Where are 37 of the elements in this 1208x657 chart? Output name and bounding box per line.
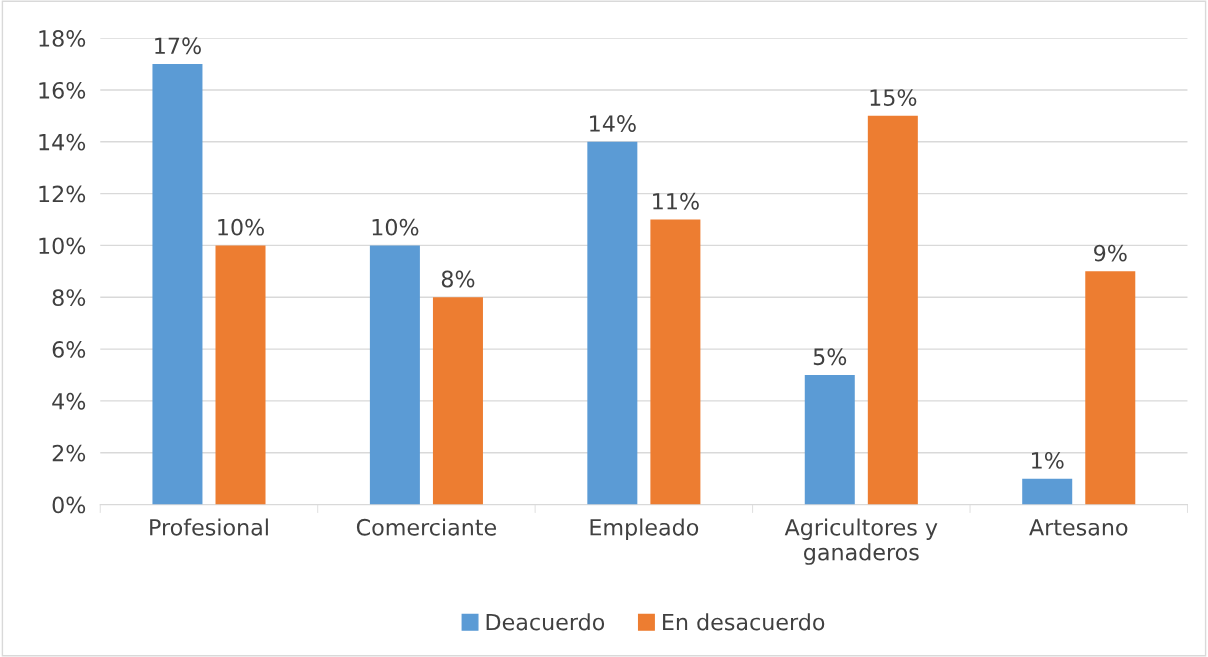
y-tick-label: 8% — [52, 289, 86, 307]
x-tick-label: Profesional — [150, 518, 268, 536]
data-label: 15% — [870, 89, 917, 106]
y-tick-label: 18% — [39, 30, 86, 47]
data-label: 17% — [155, 37, 201, 55]
y-tick-label: 12% — [39, 185, 86, 203]
data-label: 10% — [218, 218, 264, 236]
x-tick-label: Artesano — [1029, 519, 1128, 536]
data-label: 1% — [1032, 451, 1064, 469]
data-label: 14% — [590, 115, 636, 132]
bar — [1022, 478, 1073, 505]
data-label: 10% — [372, 218, 419, 236]
data-label: 9% — [1094, 244, 1127, 262]
y-tick-label: 6% — [52, 341, 86, 358]
legend-label: En desacuerdo — [663, 613, 825, 631]
y-tick-label: 2% — [52, 444, 86, 462]
legend-label: Deacuerdo — [486, 613, 605, 631]
bar — [867, 115, 918, 505]
bar — [432, 297, 483, 505]
bar — [650, 219, 701, 505]
data-label: 8% — [441, 270, 475, 288]
x-tick-label: Agricultores y ganaderos — [784, 518, 938, 565]
bar — [1085, 271, 1136, 505]
bar — [587, 141, 638, 505]
bar — [369, 245, 420, 505]
x-tick-label: Empleado — [590, 518, 699, 540]
x-tick-label: Comerciante — [356, 518, 497, 536]
y-tick-label: 16% — [39, 81, 86, 99]
data-label: 11% — [653, 192, 699, 210]
bar — [152, 64, 203, 505]
y-tick-label: 0% — [52, 496, 86, 514]
bar — [804, 375, 855, 505]
y-tick-label: 4% — [52, 392, 86, 410]
bar — [215, 245, 266, 505]
data-label: 5% — [813, 348, 847, 366]
y-tick-label: 14% — [39, 133, 86, 151]
y-tick-label: 10% — [39, 237, 86, 255]
